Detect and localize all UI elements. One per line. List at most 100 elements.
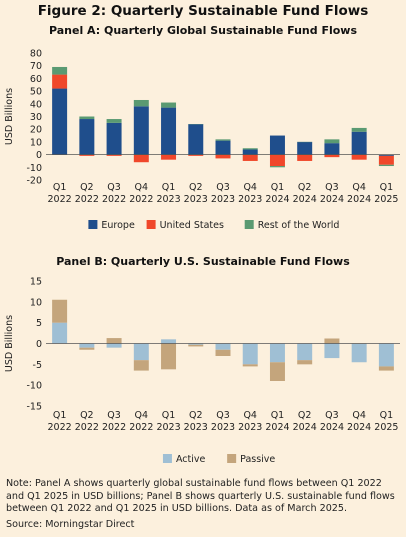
bar-rest-of-the-world-12 xyxy=(378,164,394,167)
y-tick-label: 80 xyxy=(30,49,42,60)
bar-active-3 xyxy=(133,343,149,361)
bar-united-states-1 xyxy=(79,154,95,156)
x-tick-quarter: Q4 xyxy=(135,410,149,421)
bar-europe-9 xyxy=(297,141,313,155)
chart-source: Source: Morningstar Direct xyxy=(6,519,135,530)
bar-europe-2 xyxy=(106,122,122,155)
y-tick-label: 40 xyxy=(30,99,42,110)
x-tick-year: 2022 xyxy=(48,422,72,433)
bar-active-2 xyxy=(106,343,122,348)
bar-europe-8 xyxy=(269,135,285,155)
bar-united-states-7 xyxy=(242,154,258,161)
bar-rest-of-the-world-2 xyxy=(106,119,122,123)
legend-label: United States xyxy=(160,220,224,231)
panel-b-title: Panel B: Quarterly U.S. Sustainable Fund… xyxy=(56,255,350,268)
bar-united-states-12 xyxy=(378,155,394,165)
y-tick-label: -15 xyxy=(26,402,42,413)
x-tick-year: 2023 xyxy=(238,422,262,433)
x-tick-year: 2024 xyxy=(293,422,317,433)
y-tick-label: -20 xyxy=(26,176,42,187)
bar-passive-2 xyxy=(106,338,122,344)
bar-rest-of-the-world-6 xyxy=(215,139,231,141)
y-tick-label: 0 xyxy=(36,150,42,161)
x-tick-year: 2023 xyxy=(156,194,180,205)
legend-label: Passive xyxy=(240,454,275,465)
x-tick-quarter: Q1 xyxy=(380,410,394,421)
x-tick-year: 2024 xyxy=(265,194,289,205)
bar-united-states-3 xyxy=(133,154,149,163)
bar-passive-5 xyxy=(188,344,204,347)
bar-united-states-2 xyxy=(106,154,122,156)
x-tick-year: 2022 xyxy=(129,422,153,433)
x-tick-quarter: Q1 xyxy=(271,410,285,421)
y-tick-label: 10 xyxy=(30,137,42,148)
bar-rest-of-the-world-1 xyxy=(79,116,95,120)
x-tick-quarter: Q1 xyxy=(380,182,394,193)
bar-united-states-10 xyxy=(324,154,340,158)
bar-europe-12 xyxy=(378,154,394,156)
bar-united-states-6 xyxy=(215,154,231,159)
bar-united-states-4 xyxy=(161,154,177,160)
bar-europe-0 xyxy=(52,88,68,155)
y-tick-label: 20 xyxy=(30,125,42,136)
bar-united-states-11 xyxy=(351,154,367,160)
y-tick-label: 15 xyxy=(30,277,42,288)
x-tick-year: 2024 xyxy=(265,422,289,433)
bar-passive-12 xyxy=(378,366,394,371)
x-tick-year: 2024 xyxy=(347,422,371,433)
y-tick-label: 10 xyxy=(30,297,42,308)
x-tick-year: 2024 xyxy=(320,194,344,205)
x-tick-quarter: Q4 xyxy=(243,410,257,421)
x-tick-quarter: Q1 xyxy=(271,182,285,193)
bar-united-states-9 xyxy=(297,154,313,161)
x-tick-quarter: Q3 xyxy=(325,410,339,421)
bar-active-7 xyxy=(242,343,258,365)
y-tick-label: -5 xyxy=(33,360,42,371)
x-tick-quarter: Q3 xyxy=(325,182,339,193)
x-tick-quarter: Q2 xyxy=(298,182,312,193)
legend-label: Active xyxy=(176,454,206,465)
bar-united-states-5 xyxy=(188,154,204,156)
y-tick-label: 70 xyxy=(30,61,42,72)
x-tick-year: 2023 xyxy=(211,194,235,205)
bar-rest-of-the-world-8 xyxy=(269,166,285,168)
x-tick-year: 2022 xyxy=(48,194,72,205)
bar-rest-of-the-world-3 xyxy=(133,99,149,107)
y-tick-label: 0 xyxy=(36,339,42,350)
legend-swatch xyxy=(162,454,172,463)
bar-passive-4 xyxy=(161,343,177,370)
bar-active-10 xyxy=(324,343,340,359)
y-axis-label: USD Billions xyxy=(4,88,15,145)
x-tick-quarter: Q3 xyxy=(107,182,121,193)
x-tick-quarter: Q1 xyxy=(53,182,67,193)
bar-united-states-0 xyxy=(52,74,68,89)
legend-swatch xyxy=(244,220,254,229)
x-tick-quarter: Q1 xyxy=(162,182,176,193)
bar-passive-10 xyxy=(324,338,340,344)
y-tick-label: 30 xyxy=(30,112,42,123)
x-tick-year: 2024 xyxy=(320,422,344,433)
bar-passive-6 xyxy=(215,349,231,356)
x-tick-quarter: Q1 xyxy=(53,410,67,421)
bar-passive-9 xyxy=(297,360,313,365)
bar-europe-11 xyxy=(351,131,367,155)
x-tick-year: 2022 xyxy=(129,194,153,205)
bar-rest-of-the-world-10 xyxy=(324,139,340,144)
bar-rest-of-the-world-4 xyxy=(161,102,177,108)
x-tick-quarter: Q3 xyxy=(216,410,230,421)
chart-note: Note: Panel A shows quarterly global sus… xyxy=(6,478,395,515)
bar-rest-of-the-world-11 xyxy=(351,127,367,132)
bar-active-4 xyxy=(161,339,177,344)
x-tick-quarter: Q3 xyxy=(216,182,230,193)
bar-active-1 xyxy=(79,343,95,348)
panel-b-chart: USD Billions-15-10-5051015Q12022Q22022Q3… xyxy=(4,277,400,465)
x-tick-year: 2022 xyxy=(75,194,99,205)
bar-active-8 xyxy=(269,343,285,363)
x-tick-year: 2022 xyxy=(75,422,99,433)
bar-rest-of-the-world-0 xyxy=(52,66,68,75)
x-tick-quarter: Q2 xyxy=(189,182,203,193)
x-tick-quarter: Q3 xyxy=(107,410,121,421)
figure-title: Figure 2: Quarterly Sustainable Fund Flo… xyxy=(37,3,369,19)
bar-europe-10 xyxy=(324,143,340,155)
panel-a-title: Panel A: Quarterly Global Sustainable Fu… xyxy=(48,24,358,37)
